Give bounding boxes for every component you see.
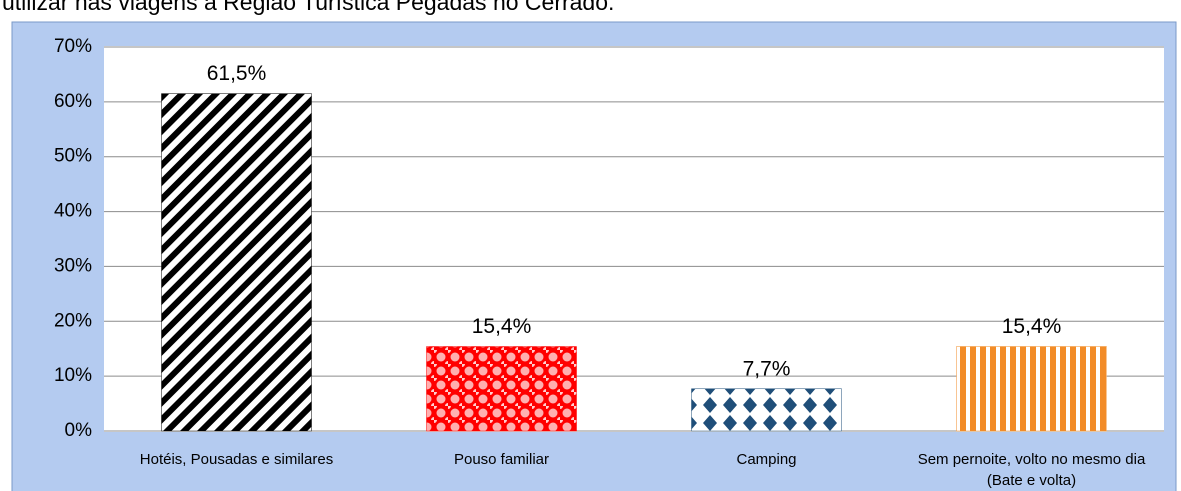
bar bbox=[691, 388, 842, 432]
bar bbox=[161, 93, 312, 432]
data-label: 61,5% bbox=[207, 62, 267, 85]
data-label: 7,7% bbox=[743, 357, 791, 380]
data-label: 15,4% bbox=[472, 315, 532, 338]
y-tick-label: 50% bbox=[54, 146, 92, 167]
x-tick-label: Hotéis, Pousadas e similares bbox=[139, 451, 334, 468]
x-tick-label: Pouso familiar bbox=[453, 451, 550, 468]
y-tick-label: 20% bbox=[54, 310, 92, 331]
bar bbox=[956, 346, 1107, 432]
caption: utilizar nas viagens à Região Turística … bbox=[2, 0, 614, 15]
y-tick-label: 30% bbox=[54, 255, 92, 276]
data-label: 15,4% bbox=[1002, 315, 1062, 338]
y-tick-label: 60% bbox=[54, 91, 92, 112]
x-tick-label: Camping bbox=[736, 451, 797, 468]
y-tick-label: 70% bbox=[54, 36, 92, 57]
y-tick-label: 0% bbox=[65, 420, 93, 441]
x-tick-label: Sem pernoite, volto no mesmo dia (Bate e… bbox=[917, 451, 1146, 489]
y-tick-label: 10% bbox=[54, 365, 92, 386]
y-tick-label: 40% bbox=[54, 201, 92, 222]
bar bbox=[426, 346, 577, 432]
